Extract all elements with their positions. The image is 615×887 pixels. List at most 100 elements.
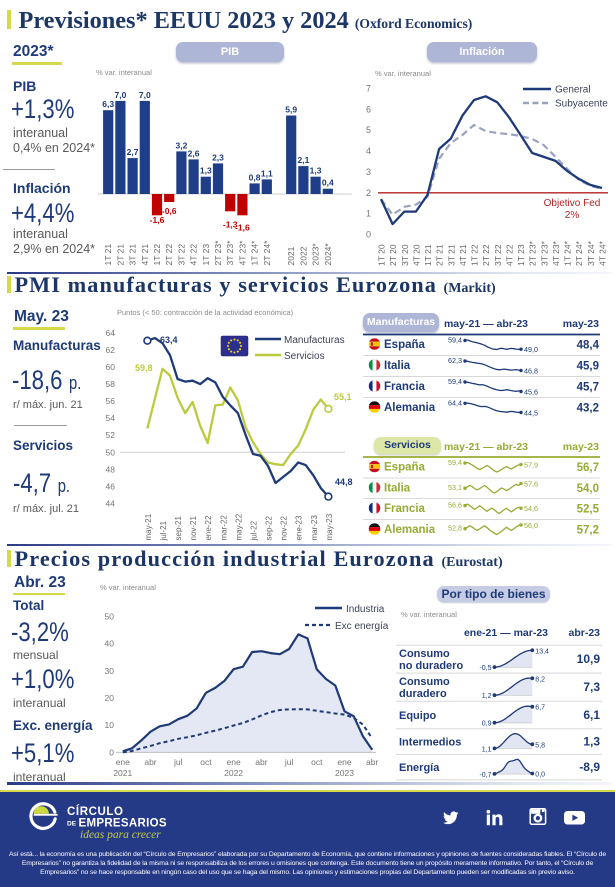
svg-text:1T 23: 1T 23 — [516, 244, 526, 266]
svg-text:4T 20: 4T 20 — [411, 244, 421, 266]
svg-text:Consumo: Consumo — [399, 676, 450, 688]
svg-text:2T 22: 2T 22 — [481, 244, 491, 266]
svg-text:3T 23*: 3T 23* — [539, 240, 549, 266]
svg-text:Alemania: Alemania — [384, 524, 436, 536]
svg-text:-0,6: -0,6 — [162, 206, 177, 216]
svg-text:Manufacturas: Manufacturas — [284, 335, 345, 346]
svg-text:abr: abr — [366, 757, 378, 767]
svg-text:0,9: 0,9 — [482, 721, 492, 728]
svg-text:48,4: 48,4 — [577, 340, 600, 352]
svg-text:ene: ene — [337, 757, 351, 767]
svg-text:may-23: may-23 — [563, 441, 599, 453]
svg-text:1,2: 1,2 — [482, 693, 492, 700]
svg-text:General: General — [555, 85, 591, 96]
svg-text:50: 50 — [106, 447, 116, 457]
svg-text:CÍRCULO: CÍRCULO — [67, 805, 124, 818]
svg-text:56,6: 56,6 — [448, 501, 462, 510]
svg-text:50: 50 — [105, 611, 115, 621]
svg-text:2T 23*: 2T 23* — [528, 240, 538, 266]
svg-text:2021: 2021 — [286, 246, 296, 265]
svg-text:4T 23*: 4T 23* — [237, 240, 247, 266]
svg-text:jul-22: jul-22 — [250, 520, 259, 541]
svg-text:52,5: 52,5 — [577, 504, 600, 516]
svg-text:Francia: Francia — [384, 503, 426, 515]
svg-text:54,0: 54,0 — [577, 483, 599, 495]
svg-text:57,6: 57,6 — [524, 480, 538, 489]
svg-text:54,6: 54,6 — [524, 504, 538, 513]
svg-text:1T 21: 1T 21 — [423, 244, 433, 266]
svg-text:2T 21: 2T 21 — [115, 244, 125, 266]
svg-text:no duradero: no duradero — [399, 660, 463, 672]
svg-text:59,8: 59,8 — [135, 363, 153, 373]
svg-text:7,3: 7,3 — [583, 680, 600, 694]
svg-text:4T 21: 4T 21 — [140, 244, 150, 266]
svg-text:abr: abr — [144, 757, 156, 767]
svg-text:10,9: 10,9 — [577, 652, 601, 666]
svg-text:3T 23*: 3T 23* — [225, 240, 235, 266]
svg-text:2T 20: 2T 20 — [388, 244, 398, 266]
svg-text:3: 3 — [366, 167, 371, 177]
svg-text:2022: 2022 — [298, 246, 308, 265]
svg-text:57,2: 57,2 — [577, 525, 599, 537]
svg-text:57,9: 57,9 — [524, 461, 538, 470]
svg-text:2: 2 — [366, 188, 371, 198]
svg-text:% var. interanual: % var. interanual — [100, 583, 156, 592]
svg-text:abr: abr — [255, 757, 267, 767]
svg-text:48: 48 — [106, 464, 116, 474]
svg-text:0,0: 0,0 — [535, 772, 545, 779]
svg-text:10: 10 — [105, 720, 115, 730]
svg-text:1T 22: 1T 22 — [470, 244, 480, 266]
svg-text:2T 24*: 2T 24* — [574, 240, 584, 266]
svg-text:2021: 2021 — [113, 768, 132, 778]
svg-text:44,5: 44,5 — [524, 409, 538, 418]
svg-text:ene-23: ene-23 — [295, 515, 304, 540]
svg-text:2,1: 2,1 — [297, 155, 309, 165]
svg-text:% var. interanual: % var. interanual — [96, 68, 152, 77]
svg-text:45,7: 45,7 — [577, 382, 599, 394]
svg-text:4T 23*: 4T 23* — [551, 240, 561, 266]
svg-text:2023*: 2023* — [311, 243, 321, 266]
svg-text:1,3: 1,3 — [310, 166, 322, 176]
svg-text:ene: ene — [116, 757, 130, 767]
svg-text:52,8: 52,8 — [448, 524, 462, 533]
svg-text:España: España — [384, 339, 426, 351]
svg-text:5: 5 — [366, 125, 371, 135]
svg-text:-1,6: -1,6 — [150, 215, 165, 225]
svg-text:1T 22: 1T 22 — [152, 244, 162, 266]
svg-text:13,4: 13,4 — [535, 648, 549, 655]
svg-text:46: 46 — [106, 481, 116, 491]
svg-text:6,3: 6,3 — [102, 99, 114, 109]
svg-text:58: 58 — [106, 379, 116, 389]
svg-text:40: 40 — [105, 639, 115, 649]
svg-text:60: 60 — [106, 362, 116, 372]
svg-text:45,9: 45,9 — [577, 361, 599, 373]
svg-text:-0,5: -0,5 — [479, 665, 491, 672]
svg-text:DE: DE — [67, 821, 77, 828]
svg-text:Exc energía: Exc energía — [335, 621, 389, 632]
svg-text:6: 6 — [366, 104, 371, 114]
svg-text:3T 22: 3T 22 — [176, 244, 186, 266]
svg-text:2T 23*: 2T 23* — [213, 240, 223, 266]
svg-text:3T 22: 3T 22 — [493, 244, 503, 266]
svg-text:49,0: 49,0 — [524, 345, 538, 354]
svg-text:59,4: 59,4 — [448, 336, 462, 345]
svg-text:1,1: 1,1 — [482, 746, 492, 753]
svg-text:2T 22: 2T 22 — [164, 244, 174, 266]
svg-text:56,0: 56,0 — [524, 521, 538, 530]
svg-text:sep-21: sep-21 — [174, 515, 183, 540]
svg-text:Intermedios: Intermedios — [399, 737, 461, 749]
svg-text:1,1: 1,1 — [261, 168, 273, 178]
svg-text:-1,6: -1,6 — [235, 222, 250, 232]
svg-text:may-21: may-21 — [144, 513, 153, 540]
svg-text:30: 30 — [105, 666, 115, 676]
svg-text:4T 24*: 4T 24* — [598, 240, 608, 266]
svg-text:may-22: may-22 — [234, 513, 243, 540]
svg-text:may-21 — abr-23: may-21 — abr-23 — [444, 441, 528, 453]
svg-text:6,7: 6,7 — [535, 705, 545, 712]
svg-text:1T 24*: 1T 24* — [563, 240, 573, 266]
svg-text:España: España — [384, 462, 426, 474]
svg-text:-1,3: -1,3 — [223, 219, 238, 229]
svg-text:0,8: 0,8 — [249, 172, 261, 182]
svg-text:Francia: Francia — [384, 381, 426, 393]
svg-text:59,4: 59,4 — [448, 377, 462, 386]
